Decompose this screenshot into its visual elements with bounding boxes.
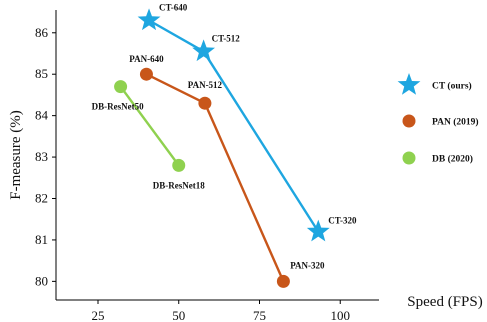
point-label: PAN-640	[129, 54, 164, 64]
circle-marker	[276, 274, 290, 288]
x-tick-label: 25	[91, 308, 104, 322]
circle-marker	[114, 80, 128, 94]
circle-marker	[172, 158, 186, 172]
circle-marker	[198, 96, 212, 110]
y-tick-label: 86	[35, 25, 49, 40]
y-tick-label: 83	[35, 149, 48, 164]
point-label: DB-ResNet50	[92, 102, 144, 112]
x-tick-label: 75	[253, 308, 266, 322]
legend-label: DB (2020)	[432, 154, 473, 165]
markers	[114, 8, 330, 288]
legend-label: CT (ours)	[432, 81, 472, 92]
axes: 80 81 82 83 84 85 86 25 50 75 100 F-measure (%) Spee…	[8, 10, 483, 322]
series-line-2	[119, 85, 180, 167]
y-tick-label: 82	[35, 191, 48, 206]
series-line-1	[145, 73, 285, 282]
legend-circle-marker	[402, 114, 416, 128]
point-label: CT-320	[328, 216, 357, 226]
legend-circle-marker	[402, 151, 416, 165]
star-marker	[137, 8, 161, 31]
point-label: DB-ResNet18	[153, 180, 205, 190]
legend: CT (ours) PAN (2019) DB (2020)	[397, 73, 479, 165]
legend-star-marker	[397, 73, 421, 95]
x-tick-label: 50	[172, 308, 185, 322]
y-axis-title: F-measure (%)	[8, 110, 24, 200]
y-tick-label: 81	[35, 232, 48, 247]
y-tick-label: 85	[35, 66, 48, 81]
y-tick-label: 80	[35, 273, 48, 288]
point-labels: CT-640 CT-512 CT-320 PAN-640 PAN-512 PAN-320 D…	[92, 2, 357, 270]
point-label: PAN-320	[290, 260, 325, 270]
point-label: CT-512	[212, 33, 241, 43]
circle-marker	[139, 67, 153, 81]
legend-label: PAN (2019)	[432, 117, 479, 128]
series-line-0	[148, 19, 320, 233]
star-marker	[306, 219, 330, 242]
x-tick-label: 100	[330, 308, 350, 322]
y-tick-label: 84	[35, 108, 49, 123]
star-marker	[192, 39, 216, 62]
point-label: PAN-512	[188, 80, 223, 90]
point-label: CT-640	[159, 2, 188, 12]
x-axis-title: Speed (FPS)	[407, 294, 482, 310]
